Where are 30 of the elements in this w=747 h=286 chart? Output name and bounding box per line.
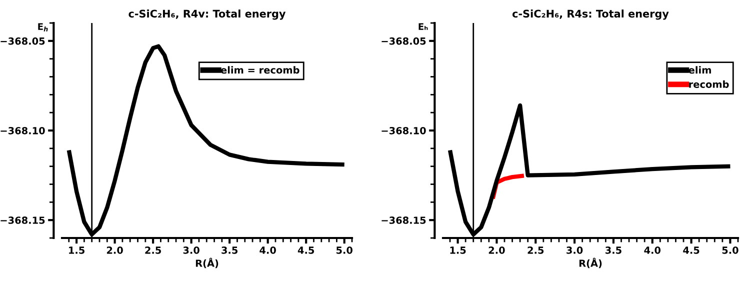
y-tick-label: −368.05 — [0, 37, 45, 45]
y-axis-title: Eₕ — [418, 23, 428, 30]
x-axis-title: R(Å) — [196, 258, 218, 268]
x-tick-label: 3.5 — [606, 246, 622, 254]
x-axis-title: R(Å) — [579, 258, 602, 268]
legend-label: elim — [688, 66, 711, 74]
y-axis-title: E$_{h}$ — [38, 23, 48, 32]
x-tick-label: 5.0 — [336, 246, 352, 254]
x-tick-label: 2.0 — [106, 246, 123, 254]
x-tick-label: 4.5 — [683, 246, 700, 254]
y-tick-label: −368.15 — [0, 216, 45, 224]
x-tick-label: 4.0 — [644, 246, 661, 254]
x-tick-label: 2.5 — [145, 246, 161, 254]
chart-title: c-SiC₂H₆, R4s: Total energy — [512, 10, 669, 20]
y-tick-label: −368.10 — [0, 126, 45, 134]
x-tick-label: 3.0 — [566, 246, 583, 254]
x-tick-label: 4.0 — [260, 246, 276, 254]
y-tick-label: −368.10 — [382, 126, 426, 134]
chart-title: c-SiC₂H₆, R4v: Total energy — [128, 10, 286, 20]
y-tick-label: −368.05 — [382, 37, 426, 45]
x-tick-label: 3.0 — [183, 246, 200, 254]
legend-label: recomb — [689, 80, 729, 88]
x-tick-label: 1.5 — [450, 246, 466, 254]
x-tick-label: 3.5 — [222, 246, 238, 254]
y-tick-label: −368.15 — [382, 216, 426, 224]
x-tick-label: 1.5 — [69, 246, 84, 254]
x-tick-label: 4.5 — [298, 246, 314, 254]
x-tick-label: 2.0 — [488, 246, 505, 254]
x-tick-label: 5.0 — [722, 246, 738, 254]
x-tick-label: 2.5 — [528, 246, 544, 254]
